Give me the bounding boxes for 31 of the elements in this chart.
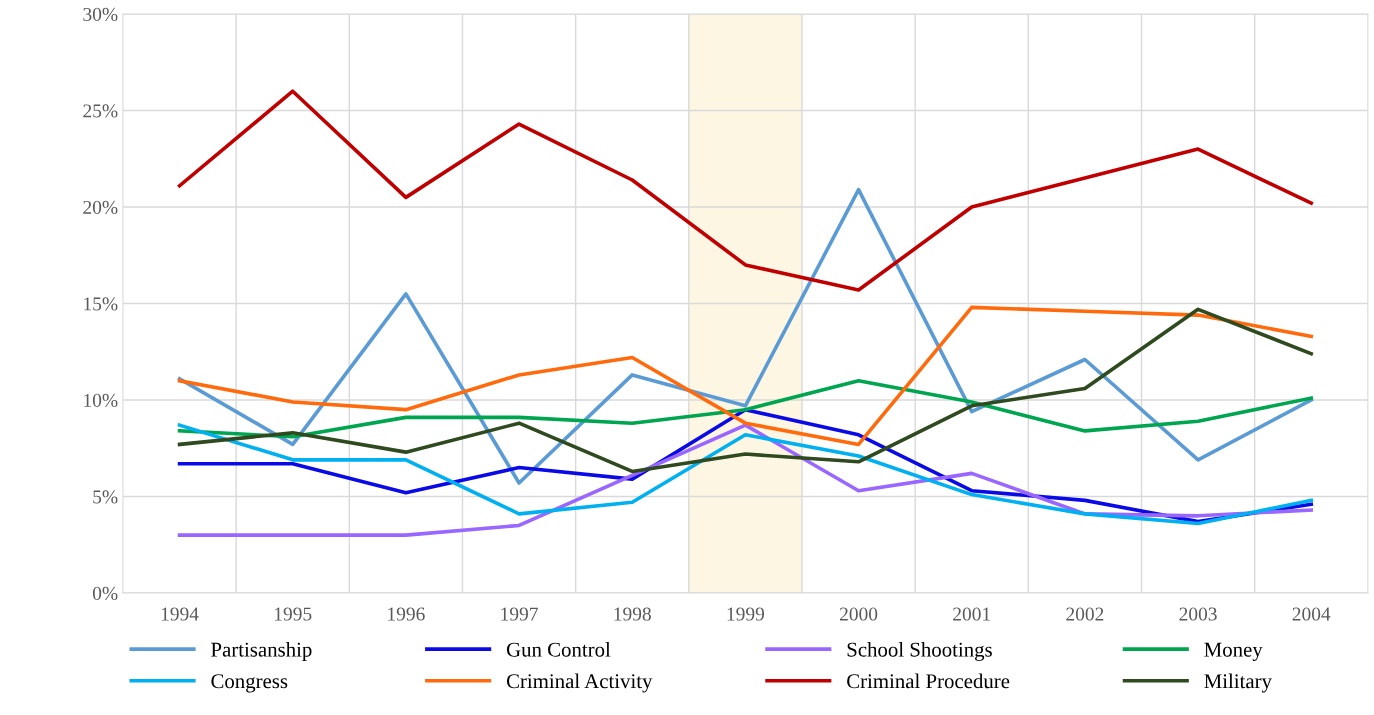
x-tick-label: 1998 xyxy=(614,607,651,621)
x-tick-label: 1996 xyxy=(388,607,425,621)
line-series xyxy=(177,89,1314,292)
x-tick-label: 1994 xyxy=(161,607,199,621)
line-series xyxy=(177,307,1314,474)
legend-label: Military xyxy=(1204,673,1272,693)
line-series xyxy=(177,378,1314,439)
legend-label: Partisanship xyxy=(211,642,312,661)
x-tick-label: 2001 xyxy=(953,607,991,621)
y-tick-label: 0% xyxy=(92,586,118,601)
y-tick-label: 25% xyxy=(83,104,118,118)
legend-label: Congress xyxy=(211,674,288,693)
line-series xyxy=(177,187,1314,485)
y-tick-label: 10% xyxy=(84,393,118,408)
y-tick-label: 15% xyxy=(84,297,118,311)
x-tick-label: 2000 xyxy=(839,607,878,621)
x-tick-label: 1999 xyxy=(727,607,765,621)
x-tick-label: 1997 xyxy=(501,607,538,621)
legend-label: Money xyxy=(1204,642,1263,661)
y-tick-label: 30% xyxy=(83,7,118,22)
y-tick-label: 20% xyxy=(83,200,118,215)
y-tick-label: 5% xyxy=(93,490,118,504)
legend-label: School Shootings xyxy=(847,642,992,661)
legend-label: Criminal Activity xyxy=(506,673,653,693)
legend-label: Gun Control xyxy=(506,642,611,657)
x-tick-label: 2004 xyxy=(1292,607,1331,621)
x-tick-label: 1995 xyxy=(274,607,312,621)
legend-label: Criminal Procedure xyxy=(847,673,1010,689)
line-series xyxy=(177,305,1314,447)
x-tick-label: 2003 xyxy=(1179,607,1217,621)
x-tick-label: 2002 xyxy=(1066,607,1104,621)
